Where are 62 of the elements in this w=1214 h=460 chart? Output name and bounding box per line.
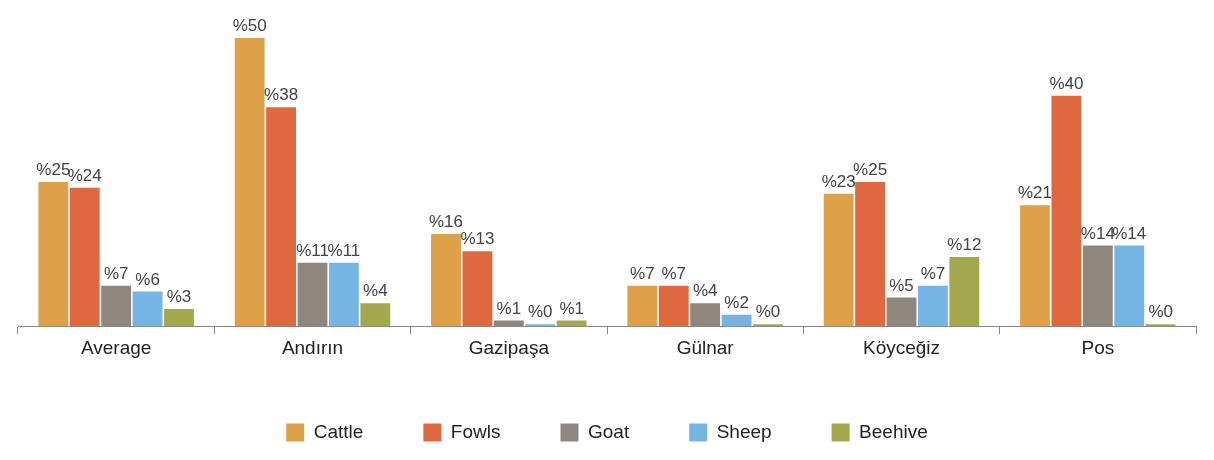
data-label: %0 — [755, 302, 781, 322]
bar — [38, 182, 69, 327]
x-tick-label: Average — [80, 336, 152, 358]
bar — [360, 303, 391, 327]
data-label: %40 — [1049, 73, 1084, 93]
data-label: %5 — [889, 275, 914, 295]
data-label: %14 — [1080, 223, 1115, 243]
bar — [328, 262, 359, 327]
bar — [658, 285, 689, 327]
legend-label: Fowls — [450, 420, 501, 442]
data-label: %7 — [661, 264, 687, 284]
bar — [1051, 95, 1082, 327]
data-label: %1 — [496, 298, 522, 318]
data-label: %11 — [296, 240, 329, 260]
bar — [721, 314, 752, 327]
bar — [556, 320, 587, 327]
data-label: %13 — [460, 229, 495, 249]
data-label: %3 — [166, 287, 192, 307]
bar — [627, 285, 658, 327]
bar — [1114, 245, 1145, 327]
data-label: %7 — [630, 264, 655, 284]
bar — [917, 285, 948, 327]
bar — [431, 233, 461, 327]
bar — [1020, 205, 1050, 327]
x-tick-label: Andırın — [281, 336, 344, 358]
data-label: %16 — [428, 212, 464, 232]
bar — [1145, 324, 1176, 327]
x-tick-label: Köyceğiz — [862, 336, 941, 358]
legend-label: Beehive — [859, 420, 928, 442]
data-label: %4 — [363, 281, 388, 301]
legend-label: Sheep — [716, 420, 772, 442]
data-label: %12 — [947, 235, 982, 255]
legend-label: Goat — [587, 420, 630, 442]
x-tick-label: Gazipaşa — [468, 336, 550, 358]
bar — [855, 182, 886, 327]
bar — [132, 291, 163, 327]
bar — [949, 257, 980, 327]
data-label: %2 — [724, 292, 749, 312]
bar — [69, 187, 100, 327]
data-label: %7 — [920, 264, 946, 284]
bar — [234, 38, 265, 327]
bar — [823, 193, 854, 327]
x-tick-label: Pos — [1081, 336, 1115, 358]
data-label: %50 — [232, 16, 267, 36]
data-label: %14 — [1112, 223, 1147, 243]
data-label: %0 — [1148, 302, 1173, 322]
bar — [164, 308, 194, 327]
data-label: %6 — [135, 269, 160, 289]
data-label: %21 — [1017, 183, 1053, 203]
data-label: %0 — [527, 302, 553, 322]
x-tick-label: Gülnar — [676, 336, 735, 358]
bar — [753, 324, 783, 327]
bar — [266, 107, 297, 327]
data-label: %1 — [559, 298, 584, 318]
data-label: %23 — [821, 171, 856, 191]
data-label: %11 — [327, 240, 361, 260]
bar — [462, 251, 493, 327]
legend-label: Cattle — [313, 420, 364, 442]
data-label: %7 — [103, 264, 129, 284]
bar — [525, 324, 556, 327]
data-label: %4 — [692, 281, 718, 301]
data-label: %24 — [67, 166, 102, 186]
